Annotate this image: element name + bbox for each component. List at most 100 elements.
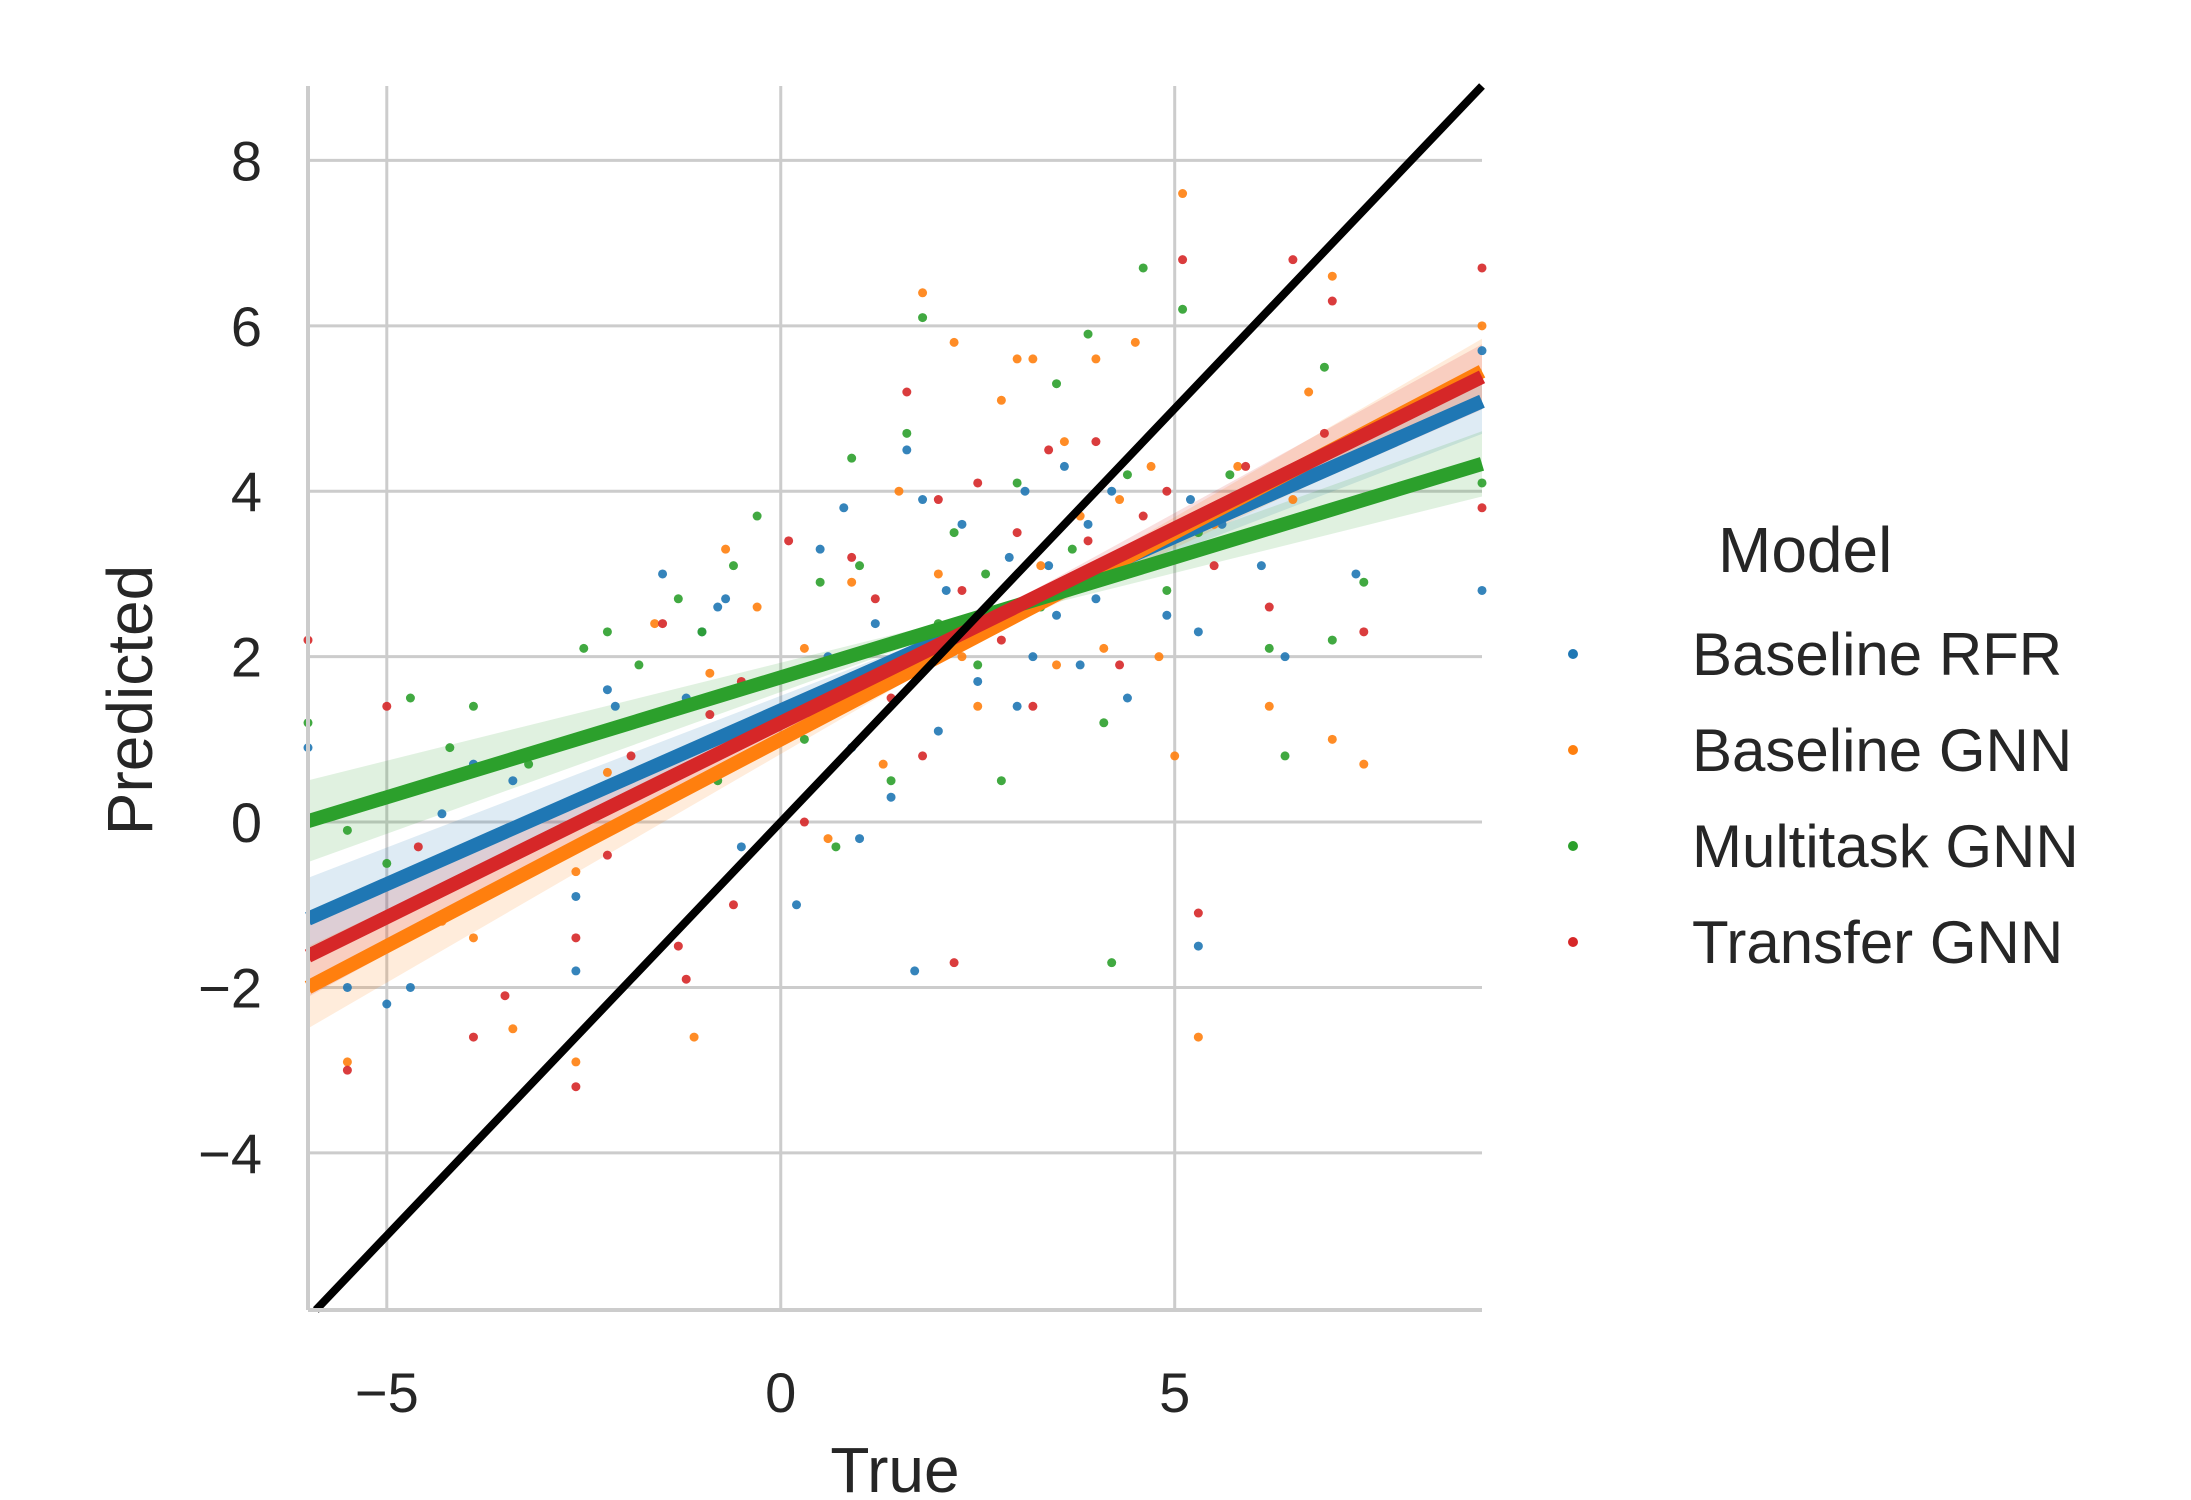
point-s3-11 bbox=[673, 941, 683, 951]
point-s1-8 bbox=[689, 1032, 699, 1042]
point-s3-14 bbox=[728, 900, 738, 910]
point-s2-36 bbox=[1122, 470, 1132, 480]
point-s1-10 bbox=[721, 544, 731, 554]
point-s2-25 bbox=[949, 528, 959, 538]
point-s3-19 bbox=[847, 552, 857, 562]
point-s2-22 bbox=[902, 428, 912, 438]
point-s0-48 bbox=[1185, 495, 1195, 505]
scatter-points bbox=[303, 189, 1487, 1092]
point-s1-29 bbox=[1059, 437, 1069, 447]
point-s0-30 bbox=[941, 585, 951, 595]
point-s0-40 bbox=[1059, 461, 1069, 471]
point-s1-21 bbox=[957, 652, 967, 662]
point-s2-1 bbox=[342, 825, 352, 835]
y-tick-label-4: 4 bbox=[231, 460, 262, 523]
legend: Model Baseline RFR Baseline GNN Multitask … bbox=[1568, 514, 2079, 976]
point-s0-24 bbox=[870, 619, 880, 629]
point-s2-9 bbox=[634, 660, 644, 670]
point-s0-17 bbox=[792, 900, 802, 910]
point-s2-28 bbox=[996, 776, 1006, 786]
point-s2-5 bbox=[468, 701, 478, 711]
point-s2-43 bbox=[1280, 751, 1290, 761]
point-s3-38 bbox=[1178, 255, 1188, 265]
point-s1-11 bbox=[752, 602, 762, 612]
point-s0-41 bbox=[1075, 660, 1085, 670]
point-s3-7 bbox=[571, 933, 581, 943]
point-s1-12 bbox=[799, 643, 809, 653]
point-s0-29 bbox=[933, 726, 943, 736]
point-s0-27 bbox=[918, 495, 928, 505]
point-s3-12 bbox=[681, 974, 691, 984]
point-s0-28 bbox=[910, 966, 920, 976]
y-tick-label-3: 2 bbox=[231, 626, 262, 689]
point-s1-25 bbox=[1012, 354, 1022, 364]
point-s2-44 bbox=[1319, 362, 1329, 372]
point-s3-30 bbox=[1028, 701, 1038, 711]
point-s0-10 bbox=[610, 701, 620, 711]
point-s3-35 bbox=[1115, 660, 1125, 670]
point-s0-11 bbox=[658, 569, 668, 579]
point-s2-26 bbox=[973, 660, 983, 670]
point-s3-27 bbox=[973, 478, 983, 488]
point-s1-44 bbox=[1304, 387, 1314, 397]
point-s3-24 bbox=[933, 495, 943, 505]
point-s0-39 bbox=[1052, 610, 1062, 620]
point-s2-18 bbox=[847, 453, 857, 463]
point-s3-3 bbox=[413, 842, 423, 852]
point-s0-44 bbox=[1107, 486, 1117, 496]
point-s3-40 bbox=[1209, 561, 1219, 571]
fit-line-3 bbox=[304, 370, 1486, 963]
point-s3-34 bbox=[1091, 437, 1101, 447]
point-s1-37 bbox=[1170, 751, 1180, 761]
point-s2-16 bbox=[815, 577, 825, 587]
point-s1-19 bbox=[933, 569, 943, 579]
point-s1-13 bbox=[823, 834, 833, 844]
point-s2-38 bbox=[1162, 585, 1172, 595]
point-s2-39 bbox=[1178, 304, 1188, 314]
point-s3-47 bbox=[1477, 263, 1487, 273]
point-s3-16 bbox=[784, 536, 794, 546]
point-s2-11 bbox=[697, 627, 707, 637]
legend-title: Model bbox=[1718, 514, 1892, 586]
y-tick-label-0: −4 bbox=[198, 1122, 262, 1185]
point-s1-6 bbox=[602, 767, 612, 777]
legend-marker-0 bbox=[1568, 649, 1578, 659]
point-s0-55 bbox=[1477, 346, 1487, 356]
point-s3-17 bbox=[799, 817, 809, 827]
point-s0-8 bbox=[571, 966, 581, 976]
point-s3-37 bbox=[1162, 486, 1172, 496]
point-s3-44 bbox=[1319, 428, 1329, 438]
point-s1-43 bbox=[1288, 495, 1298, 505]
point-s2-19 bbox=[855, 561, 865, 571]
point-s2-41 bbox=[1225, 470, 1235, 480]
point-s1-46 bbox=[1327, 734, 1337, 744]
point-s0-45 bbox=[1122, 693, 1132, 703]
point-s3-45 bbox=[1327, 296, 1337, 306]
point-s0-25 bbox=[886, 792, 896, 802]
grid bbox=[308, 86, 1482, 1310]
point-s2-46 bbox=[1359, 577, 1369, 587]
point-s0-2 bbox=[382, 999, 392, 1009]
point-s0-36 bbox=[1020, 486, 1030, 496]
point-s1-20 bbox=[949, 337, 959, 347]
y-tick-label-5: 6 bbox=[231, 295, 262, 358]
point-s3-2 bbox=[382, 701, 392, 711]
legend-marker-1 bbox=[1568, 745, 1578, 755]
point-s1-9 bbox=[705, 668, 715, 678]
point-s3-42 bbox=[1264, 602, 1274, 612]
point-s1-18 bbox=[918, 288, 928, 298]
point-s0-52 bbox=[1256, 561, 1266, 571]
x-tick-label-2: 5 bbox=[1159, 1361, 1190, 1424]
point-s2-45 bbox=[1327, 635, 1337, 645]
point-s2-35 bbox=[1107, 958, 1117, 968]
point-s1-0 bbox=[342, 1057, 352, 1067]
point-s1-38 bbox=[1178, 189, 1188, 199]
point-s1-3 bbox=[508, 1024, 518, 1034]
point-s1-39 bbox=[1193, 1032, 1203, 1042]
x-tick-label-1: 0 bbox=[765, 1361, 796, 1424]
point-s3-5 bbox=[500, 991, 510, 1001]
point-s3-31 bbox=[1044, 445, 1054, 455]
point-s3-20 bbox=[870, 594, 880, 604]
point-s1-17 bbox=[894, 486, 904, 496]
fit-line-2 bbox=[305, 457, 1485, 828]
